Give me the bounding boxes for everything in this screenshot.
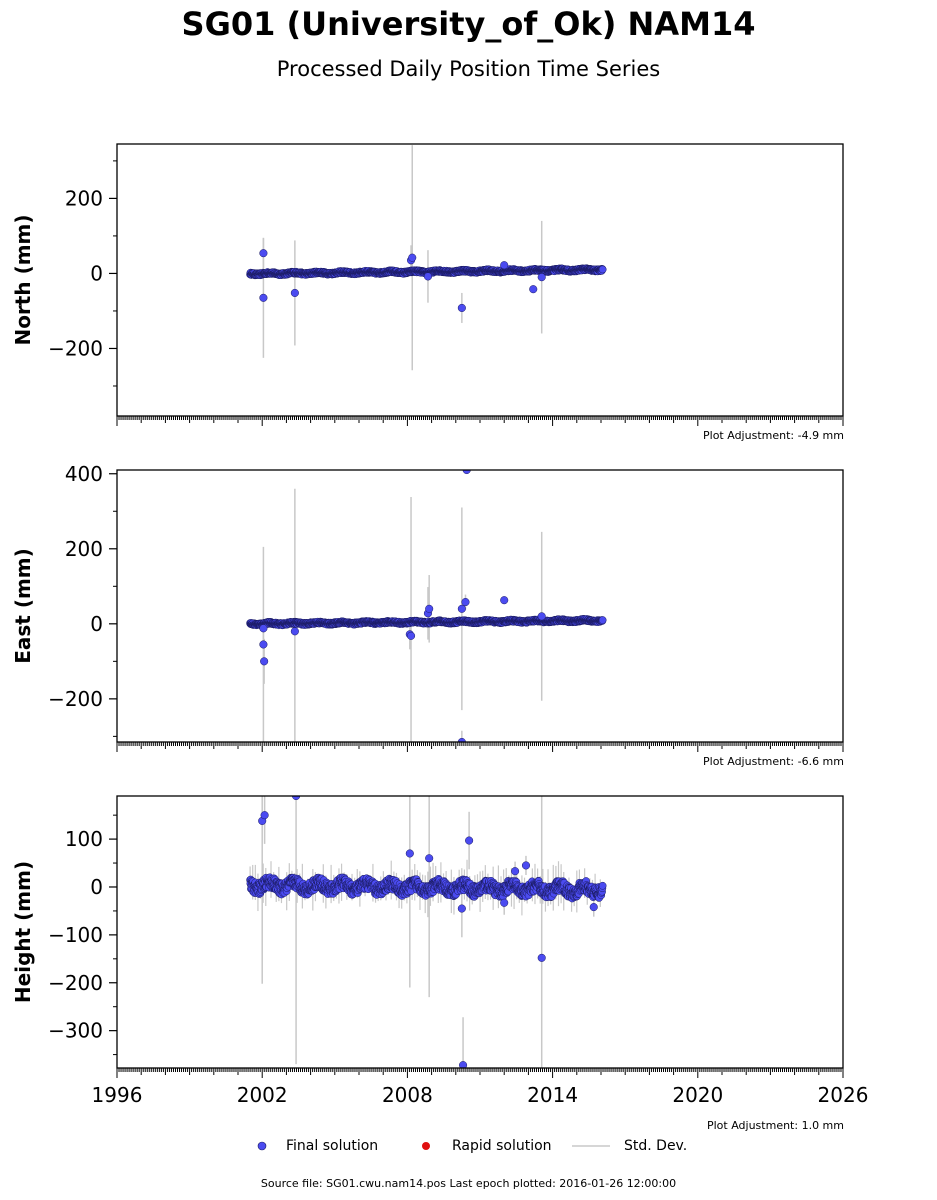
final-solution-point: [521, 861, 531, 870]
panel-0: −200 0 200 North (mm): [11, 143, 844, 426]
y-tick-label: −200: [48, 687, 103, 711]
final-solution-point: [425, 854, 434, 863]
plot-area: [246, 145, 607, 371]
final-solution-point: [290, 627, 299, 636]
final-solution-point: [408, 253, 417, 262]
final-solution-point: [259, 640, 268, 649]
y-axis-label: East (mm): [11, 548, 35, 664]
final-solution-point: [457, 303, 466, 313]
final-solution-point: [537, 612, 546, 621]
final-solution-point: [459, 1061, 468, 1068]
chart-title: SG01 (University_of_Ok) NAM14: [181, 5, 756, 43]
panel-frame: [116, 795, 844, 1069]
final-solution-point: [537, 273, 546, 282]
final-solution-point: [260, 657, 269, 666]
chart-subtitle: Processed Daily Position Time Series: [276, 57, 661, 81]
final-solution-point: [457, 737, 466, 742]
final-solution-point: [598, 265, 607, 274]
y-tick-label: −300: [48, 1019, 103, 1043]
final-solution-point: [529, 285, 538, 294]
panel-1: −200 0 200 400 East (mm): [11, 462, 844, 752]
final-solution-point: [259, 249, 268, 258]
final-solution-point: [500, 261, 509, 270]
final-solution-point: [457, 604, 466, 613]
y-tick-label: −100: [48, 923, 103, 947]
y-tick-label: −200: [48, 971, 103, 995]
y-tick-label: 0: [90, 612, 103, 636]
final-solution-point: [511, 867, 520, 876]
final-solution-point: [598, 881, 607, 890]
final-solution-point: [465, 836, 474, 845]
final-solution-point: [500, 596, 509, 605]
final-solution-point: [589, 903, 598, 912]
y-tick-label: 0: [90, 261, 103, 285]
plot-area: [246, 796, 607, 1068]
final-solution-point: [260, 811, 269, 820]
final-solution-point: [425, 604, 434, 613]
final-solution-point: [500, 898, 509, 907]
y-axis-label: North (mm): [11, 214, 35, 345]
final-solution-point: [423, 272, 433, 281]
y-tick-label: 200: [65, 186, 103, 210]
final-solution-point: [259, 624, 268, 633]
y-tick-label: 0: [90, 875, 103, 899]
final-solution-point: [457, 904, 466, 913]
y-tick-label: 400: [65, 462, 103, 486]
y-tick-label: 100: [65, 827, 103, 851]
final-solution-point: [461, 598, 470, 607]
panel-frame: [116, 143, 844, 417]
final-solution-point: [406, 631, 416, 640]
final-solution-point: [537, 953, 546, 962]
y-tick-label: 200: [65, 537, 103, 561]
final-solution-point: [405, 849, 414, 858]
y-tick-label: −200: [48, 336, 103, 360]
plot-area: [246, 470, 607, 742]
final-solution-point: [290, 288, 299, 297]
panel-frame: [116, 469, 844, 743]
final-solution-point: [259, 293, 268, 302]
final-solution-point: [598, 616, 607, 624]
